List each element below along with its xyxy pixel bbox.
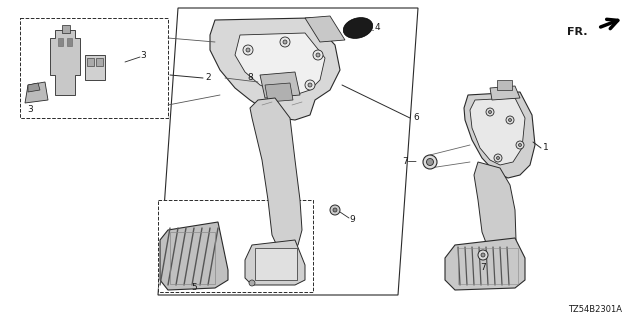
Circle shape — [308, 83, 312, 87]
Circle shape — [497, 156, 499, 159]
Polygon shape — [474, 162, 516, 252]
Circle shape — [481, 253, 485, 257]
Polygon shape — [305, 16, 345, 42]
Bar — [170, 232, 215, 284]
Bar — [85, 55, 105, 80]
Circle shape — [478, 250, 488, 260]
Text: 2: 2 — [205, 74, 211, 83]
Circle shape — [316, 53, 320, 57]
Text: 3: 3 — [140, 51, 146, 60]
Bar — [96, 58, 103, 66]
Polygon shape — [490, 86, 520, 100]
Circle shape — [423, 155, 437, 169]
Text: 6: 6 — [413, 114, 419, 123]
Bar — [58, 38, 63, 46]
Text: 7—: 7— — [403, 157, 417, 166]
Bar — [62, 25, 70, 33]
Bar — [20, 18, 168, 118]
Circle shape — [313, 50, 323, 60]
Polygon shape — [260, 72, 300, 98]
Polygon shape — [445, 238, 525, 290]
Circle shape — [333, 208, 337, 212]
Polygon shape — [160, 222, 228, 290]
Bar — [158, 200, 313, 292]
Polygon shape — [228, 65, 246, 83]
Text: 5: 5 — [191, 283, 197, 292]
Polygon shape — [464, 92, 535, 178]
Polygon shape — [250, 98, 302, 250]
Polygon shape — [28, 83, 40, 92]
Circle shape — [280, 37, 290, 47]
Polygon shape — [470, 98, 525, 165]
Polygon shape — [25, 82, 48, 103]
Text: 3: 3 — [27, 106, 33, 115]
Text: 1: 1 — [543, 143, 548, 153]
Circle shape — [305, 80, 315, 90]
Circle shape — [283, 40, 287, 44]
Polygon shape — [265, 83, 293, 102]
Polygon shape — [210, 18, 340, 120]
Circle shape — [488, 110, 492, 114]
Polygon shape — [50, 30, 80, 95]
Circle shape — [249, 280, 255, 286]
Polygon shape — [235, 33, 325, 95]
Text: TZ54B2301A: TZ54B2301A — [568, 306, 622, 315]
Bar — [67, 38, 72, 46]
Circle shape — [486, 108, 494, 116]
Circle shape — [509, 118, 511, 122]
Bar — [87, 58, 94, 66]
Circle shape — [243, 45, 253, 55]
Text: 7: 7 — [480, 263, 486, 273]
Circle shape — [506, 116, 514, 124]
Text: 4: 4 — [375, 23, 381, 33]
Polygon shape — [158, 8, 418, 295]
Text: 8: 8 — [247, 74, 253, 83]
Bar — [458, 248, 518, 284]
Circle shape — [516, 141, 524, 149]
Circle shape — [426, 158, 433, 165]
Text: 9: 9 — [349, 215, 355, 225]
Text: FR.: FR. — [568, 27, 588, 37]
Circle shape — [246, 48, 250, 52]
Bar — [497, 80, 512, 90]
Circle shape — [518, 143, 522, 147]
Ellipse shape — [343, 18, 372, 38]
Bar — [255, 248, 297, 280]
Polygon shape — [245, 240, 305, 285]
Circle shape — [330, 205, 340, 215]
Circle shape — [494, 154, 502, 162]
